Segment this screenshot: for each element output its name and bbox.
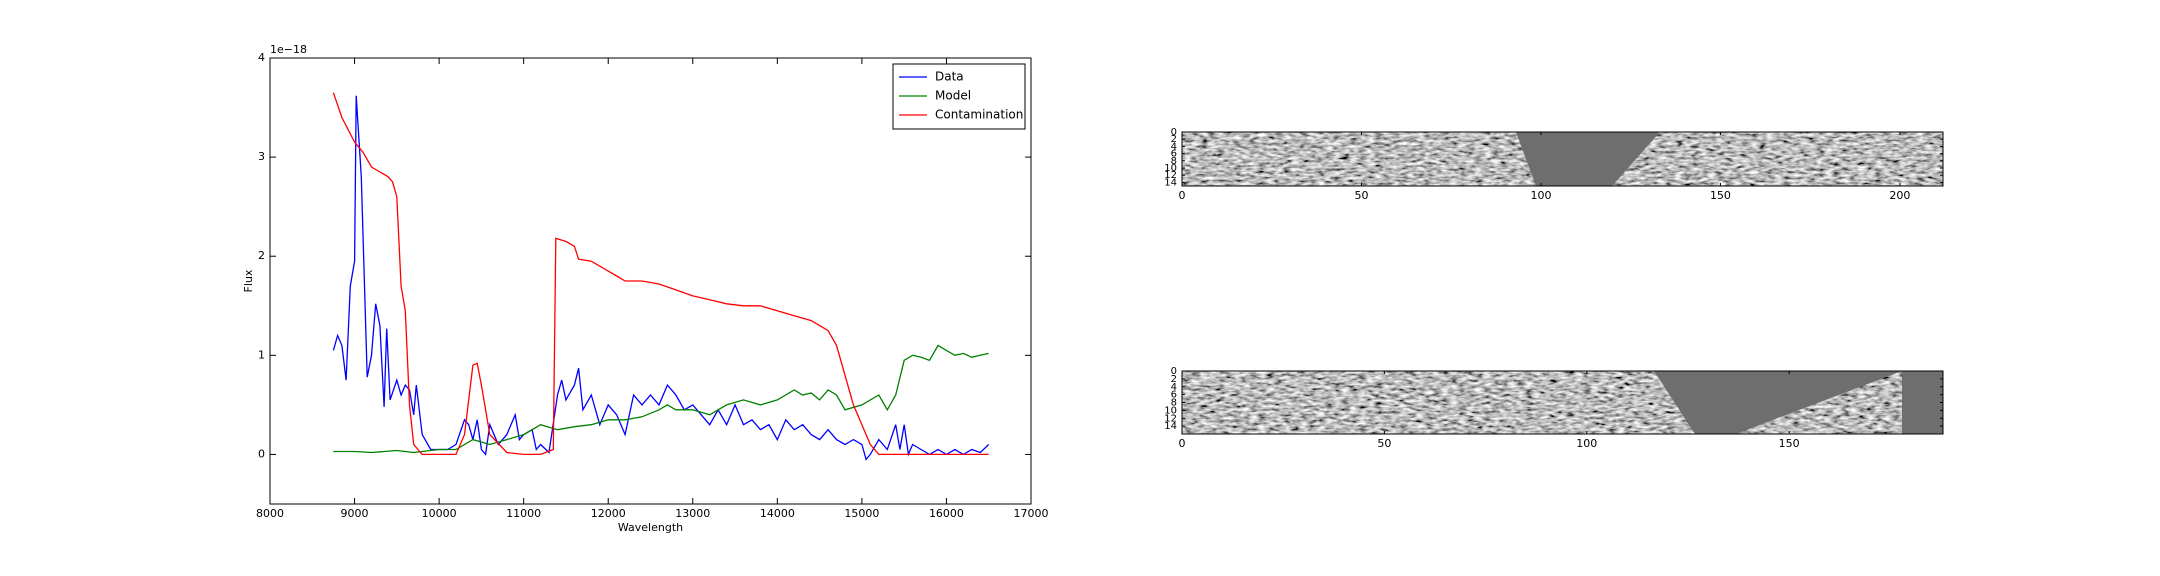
image-flat-region [1902, 371, 1943, 434]
x-tick-label: 8000 [256, 507, 284, 520]
x-tick-label: 50 [1377, 437, 1391, 450]
offset-text: 1e−18 [270, 43, 307, 56]
image-flat-region [1516, 132, 1660, 186]
y-tick-label: 3 [258, 150, 265, 163]
x-tick-label: 13000 [675, 507, 710, 520]
x-tick-label: 0 [1179, 437, 1186, 450]
y-tick-label: 14 [1164, 421, 1177, 432]
legend-label: Model [935, 89, 971, 103]
y-tick-label: 0 [1171, 127, 1177, 138]
series-line [333, 344, 989, 454]
y-tick-label: 0 [1171, 366, 1177, 377]
image-flat-region [1654, 371, 1902, 434]
x-tick-label: 150 [1779, 437, 1800, 450]
x-axis-label: Wavelength [618, 521, 683, 534]
axes-frame [269, 57, 1032, 505]
x-tick-label: 12000 [591, 507, 626, 520]
y-tick-label: 4 [258, 51, 265, 64]
y-tick-label: 6 [1171, 149, 1177, 160]
y-tick-label: 2 [1171, 374, 1177, 385]
x-tick-label: 100 [1530, 189, 1551, 202]
y-tick-label: 8 [1171, 156, 1177, 167]
y-tick-label: 10 [1164, 163, 1177, 174]
y-tick-label: 12 [1164, 413, 1177, 424]
y-axis-label: Flux [242, 269, 255, 292]
y-tick-label: 4 [1171, 141, 1177, 152]
y-tick-label: 8 [1171, 398, 1177, 409]
series-line [332, 92, 989, 456]
y-tick-label: 6 [1171, 390, 1177, 401]
y-tick-label: 12 [1164, 170, 1177, 181]
y-tick-label: 14 [1164, 177, 1177, 188]
y-tick-label: 0 [258, 447, 265, 460]
y-tick-label: 2 [1171, 134, 1177, 145]
y-tick-label: 2 [258, 249, 265, 262]
x-tick-label: 15000 [844, 507, 879, 520]
legend-label: Contamination [935, 108, 1023, 122]
x-tick-label: 14000 [760, 507, 795, 520]
x-tick-label: 10000 [422, 507, 457, 520]
x-tick-label: 150 [1710, 189, 1731, 202]
x-tick-label: 0 [1179, 189, 1186, 202]
x-tick-label: 16000 [929, 507, 964, 520]
image-texture [1182, 132, 1943, 434]
x-tick-label: 200 [1889, 189, 1910, 202]
y-tick-label: 1 [258, 348, 265, 361]
x-tick-label: 9000 [341, 507, 369, 520]
series-line [332, 95, 990, 461]
y-tick-label: 10 [1164, 405, 1177, 416]
y-tick-label: 4 [1171, 382, 1177, 393]
axes-frame [1181, 131, 1944, 187]
x-tick-label: 50 [1354, 189, 1368, 202]
legend-label: Data [935, 70, 964, 84]
x-tick-label: 17000 [1014, 507, 1049, 520]
x-tick-label: 11000 [506, 507, 541, 520]
x-tick-label: 100 [1576, 437, 1597, 450]
